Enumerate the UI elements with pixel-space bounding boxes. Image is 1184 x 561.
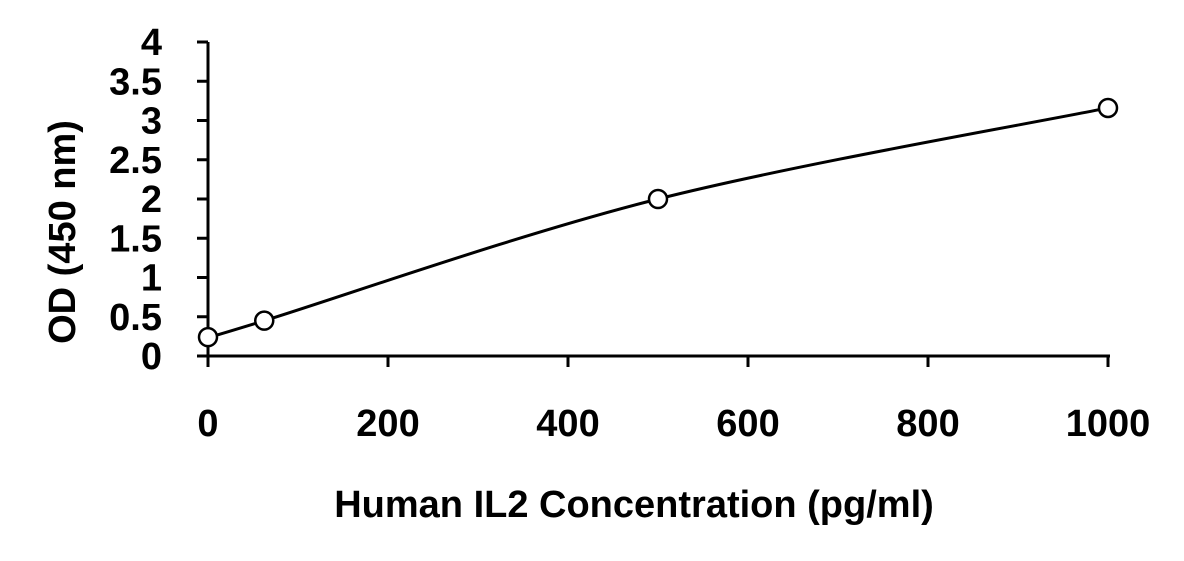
fit-curve-line <box>207 106 1109 339</box>
axes: 00.511.522.533.54 0 200 400 600 800 1000 <box>109 22 1150 445</box>
data-point <box>254 310 275 331</box>
y-axis-title: OD (450 nm) <box>42 120 84 344</box>
x-tick-label: 0 <box>197 403 218 445</box>
x-axis-ticks: 0 200 400 600 800 1000 <box>197 356 1150 445</box>
y-tick-label: 0 <box>141 336 162 378</box>
x-tick-label: 600 <box>716 403 779 445</box>
x-tick-label: 200 <box>356 403 419 445</box>
data-point <box>1097 97 1119 119</box>
x-tick-label: 1000 <box>1066 403 1151 445</box>
y-tick-label: 3.5 <box>109 61 162 103</box>
y-tick-label: 3 <box>141 101 162 143</box>
x-tick-label: 800 <box>896 403 959 445</box>
x-axis-title: Human IL2 Concentration (pg/ml) <box>334 484 934 526</box>
y-tick-label: 1 <box>141 258 162 300</box>
y-tick-label: 1.5 <box>109 218 162 260</box>
x-tick-label: 400 <box>536 403 599 445</box>
data-point <box>197 326 219 348</box>
y-axis-ticks: 00.511.522.533.54 <box>109 22 208 378</box>
data-points <box>197 97 1119 348</box>
y-tick-label: 2.5 <box>109 140 162 182</box>
y-tick-label: 0.5 <box>109 297 162 339</box>
y-tick-label: 4 <box>141 22 162 64</box>
y-tick-label: 2 <box>141 179 162 221</box>
data-point <box>647 188 669 210</box>
